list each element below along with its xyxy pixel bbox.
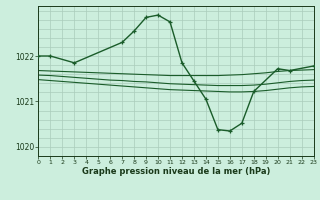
X-axis label: Graphe pression niveau de la mer (hPa): Graphe pression niveau de la mer (hPa) bbox=[82, 167, 270, 176]
